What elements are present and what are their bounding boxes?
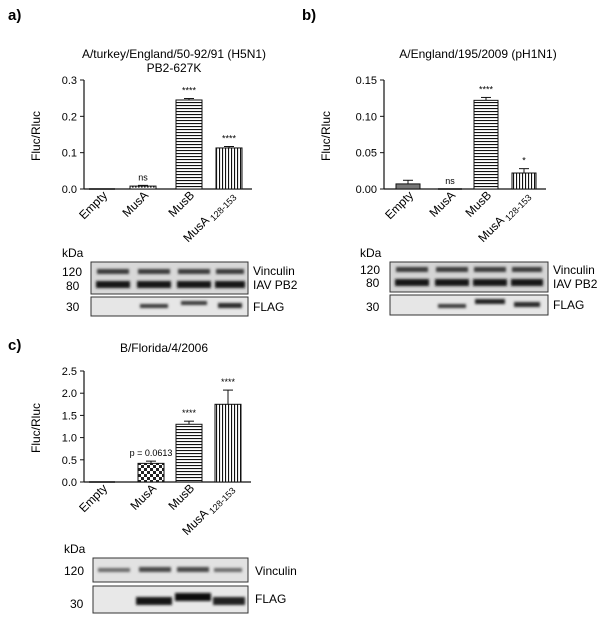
marker-120: 120 [360, 263, 380, 277]
y-tick-label: 0.2 [62, 111, 77, 123]
y-axis-label: Fluc/Rluc [29, 403, 43, 453]
label-flag: FLAG [255, 592, 286, 606]
band-pb2 [96, 281, 245, 288]
x-tick-label: MusA [120, 188, 152, 220]
marker-120: 120 [62, 265, 82, 279]
blot-membrane-bottom [389, 294, 549, 316]
bar [215, 147, 243, 190]
x-tick-label: MusB [166, 188, 198, 220]
chart-title-line-2: PB2-627K [147, 61, 202, 75]
marker-30: 30 [366, 300, 380, 314]
significance-label: **** [182, 408, 197, 418]
western-blot: kDa 120 80 30 Vinculi [62, 246, 298, 317]
western-blot: kDa 120 80 30 Vinculi [360, 246, 598, 316]
bar [137, 462, 165, 483]
kda-unit: kDa [64, 542, 86, 556]
x-tick-label: MusB [463, 188, 495, 220]
bar-plot: 0.0 0.5 1.0 1.5 2.0 2.5 Empty p = 0.0613 MusA ***… [62, 366, 251, 538]
significance-label: * [522, 156, 526, 166]
significance-label: **** [479, 84, 494, 94]
blot-membrane-top [90, 261, 249, 295]
kda-unit: kDa [62, 246, 84, 260]
chart-title-line-1: A/turkey/England/50-92/91 (H5N1) [82, 47, 266, 61]
label-vinculin: Vinculin [253, 264, 295, 278]
bar [175, 423, 203, 483]
y-tick-label: 0.0 [62, 477, 77, 489]
y-tick-label: 2.5 [62, 366, 77, 378]
label-pb2: IAV PB2 [553, 277, 598, 291]
marker-80: 80 [366, 276, 380, 290]
y-tick-label: 0.0 [62, 184, 77, 196]
y-tick-label: 2.0 [62, 388, 77, 400]
y-tick-label: 0.05 [356, 148, 377, 160]
y-tick-label: 0.5 [62, 455, 77, 467]
x-tick-label: Empty [76, 481, 110, 515]
panel-letter: a) [8, 7, 21, 24]
panel-c: c) B/Florida/4/2006 Fluc/Rluc 0.0 0.5 1.0 1… [8, 337, 297, 614]
label-pb2: IAV PB2 [253, 278, 298, 292]
y-tick-label: 0.10 [356, 111, 377, 123]
blot-membrane-top [389, 261, 549, 293]
western-blot: kDa 120 30 Vinculin FLAG [64, 542, 297, 614]
band-flag [438, 299, 540, 308]
panel-letter: b) [302, 7, 316, 24]
y-tick-label: 0.1 [62, 148, 77, 160]
significance-label: p = 0.0613 [130, 448, 173, 458]
x-tick-label: MusB [166, 481, 198, 513]
marker-30: 30 [70, 597, 84, 611]
chart-title-line-1: B/Florida/4/2006 [120, 341, 208, 355]
marker-30: 30 [66, 300, 80, 314]
panel-b: b) A/England/195/2009 (pH1N1) Fluc/Rluc … [302, 7, 598, 316]
y-tick-label: 1.5 [62, 410, 77, 422]
label-vinculin: Vinculin [255, 564, 297, 578]
panel-a: a) A/turkey/England/50-92/91 (H5N1) PB2-… [8, 7, 298, 317]
bar [214, 403, 242, 483]
blot-membrane-bottom [90, 296, 249, 317]
significance-label: ns [138, 172, 148, 182]
bar [175, 99, 203, 190]
bar [395, 183, 421, 190]
label-flag: FLAG [253, 300, 284, 314]
significance-label: **** [222, 133, 237, 143]
significance-label: **** [221, 377, 236, 387]
band-vinculin [396, 267, 542, 272]
kda-unit: kDa [360, 246, 382, 260]
significance-label: ns [445, 176, 455, 186]
y-tick-label: 0.00 [356, 184, 377, 196]
bar [511, 172, 537, 190]
y-axis-label: Fluc/Rluc [319, 111, 333, 161]
band-pb2 [395, 279, 543, 286]
label-flag: FLAG [553, 298, 584, 312]
band-vinculin [98, 567, 242, 572]
x-tick-label: MusA [128, 481, 160, 513]
bar-plot: 0.00.10.20.3EmptynsMusA****MusB****MusA … [62, 75, 252, 245]
band-flag [140, 301, 242, 308]
marker-120: 120 [64, 564, 84, 578]
label-vinculin: Vinculin [553, 263, 595, 277]
x-tick-label: Empty [382, 188, 416, 222]
panel-letter: c) [8, 337, 21, 354]
band-vinculin [97, 269, 244, 274]
chart-title-line-1: A/England/195/2009 (pH1N1) [399, 47, 556, 61]
bar [473, 99, 499, 190]
x-tick-label: MusA [427, 188, 459, 220]
marker-80: 80 [66, 279, 80, 293]
significance-label: **** [182, 86, 197, 96]
y-tick-label: 1.0 [62, 433, 77, 445]
band-flag [136, 593, 245, 605]
bar-plot: 0.000.050.100.15EmptynsMusA****MusB*MusA… [356, 75, 546, 245]
y-tick-label: 0.3 [62, 75, 77, 87]
x-tick-label: Empty [76, 188, 110, 222]
y-axis-label: Fluc/Rluc [29, 111, 43, 161]
bar [129, 185, 157, 190]
y-tick-label: 0.15 [356, 75, 377, 87]
